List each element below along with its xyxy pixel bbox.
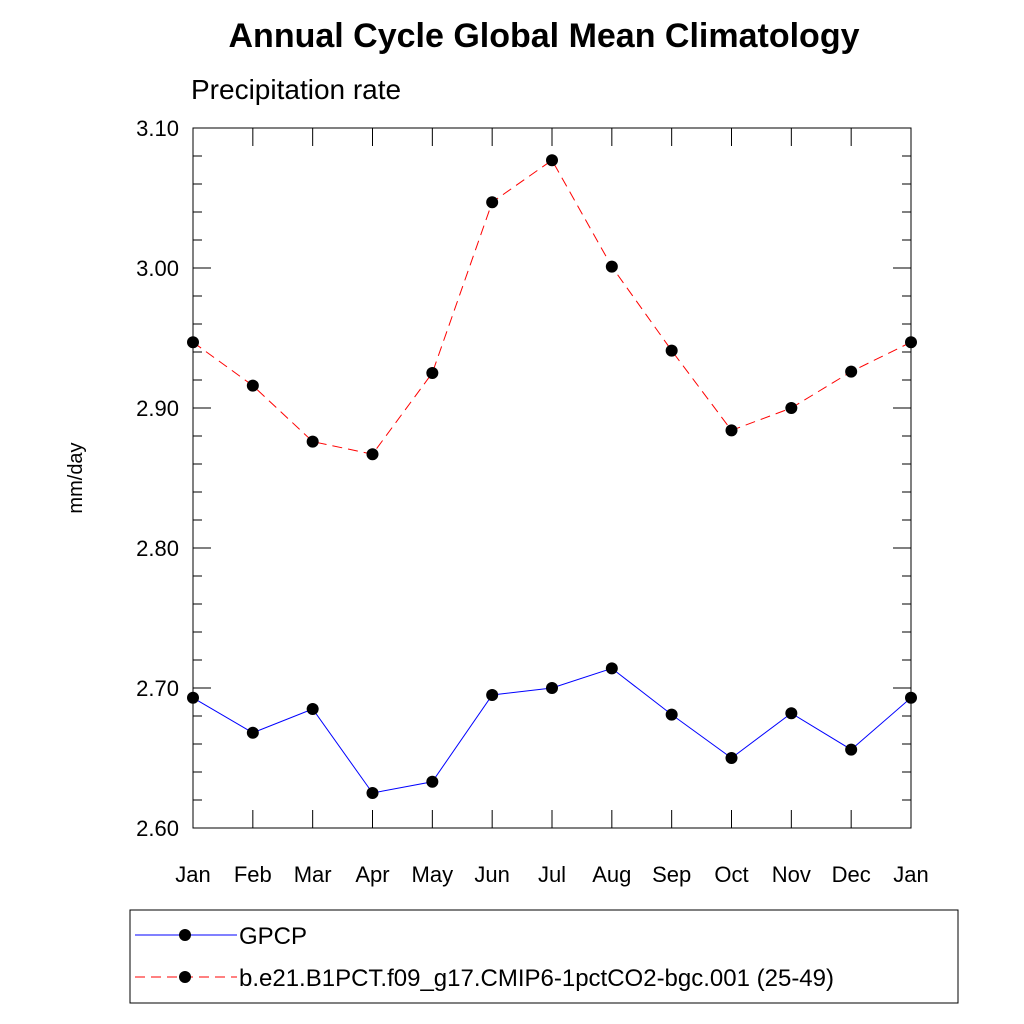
y-tick-label: 3.00 [136, 256, 179, 281]
data-point [665, 708, 678, 721]
plot-frame [192, 127, 912, 829]
data-point [546, 154, 558, 167]
data-point [605, 662, 618, 675]
x-tick-label: Feb [234, 862, 272, 887]
x-tick-labels: Jan Feb Mar Apr May Jun Jul Aug Sep Oct Nov Dec Jan [175, 862, 928, 887]
data-point [845, 743, 858, 756]
legend: GPCP b.e21.B1PCT.f09_g17.CMIP6-1pctCO2-b… [129, 909, 959, 1004]
legend-label-gpcp: GPCP [239, 923, 307, 950]
x-tick-label: Jul [538, 862, 566, 887]
data-point [187, 691, 199, 704]
legend-marker-model [179, 971, 191, 983]
series-points [187, 154, 917, 799]
data-point [187, 336, 199, 349]
y-tick-label: 2.90 [136, 396, 179, 421]
y-tick-label: 2.70 [136, 676, 179, 701]
series-lines [192, 159, 912, 794]
data-point [785, 402, 798, 414]
x-tick-label: May [412, 862, 454, 887]
y-tick-labels: 2.60 2.70 2.80 2.90 3.00 3.10 [136, 116, 179, 841]
x-tick-label: Oct [714, 862, 748, 887]
data-point [426, 367, 439, 379]
y-tick-label: 2.80 [136, 536, 179, 561]
data-point [665, 344, 678, 357]
legend-marker-gpcp [179, 929, 191, 941]
axis-ticks [192, 127, 912, 829]
chart-subtitle: Precipitation rate [191, 74, 401, 105]
data-point [605, 260, 618, 273]
data-point [366, 448, 379, 461]
chart-title: Annual Cycle Global Mean Climatology [229, 17, 860, 55]
data-point [785, 707, 798, 720]
x-tick-label: Jan [175, 862, 210, 887]
data-point [306, 435, 319, 448]
y-tick-label: 3.10 [136, 116, 179, 141]
series-line-1 [192, 159, 912, 455]
data-point [845, 365, 858, 378]
data-point [246, 726, 259, 739]
data-point [246, 379, 259, 392]
data-point [306, 703, 319, 715]
x-tick-label: Nov [772, 862, 811, 887]
x-tick-label: Jan [893, 862, 928, 887]
x-tick-label: Mar [294, 862, 332, 887]
data-point [725, 752, 738, 764]
x-tick-label: Jun [474, 862, 509, 887]
y-axis-label: mm/day [65, 442, 87, 513]
data-point [905, 691, 917, 704]
data-point [486, 196, 499, 209]
y-tick-label: 2.60 [136, 816, 179, 841]
legend-box [129, 909, 959, 1004]
x-tick-label: Apr [355, 862, 389, 887]
data-point [366, 787, 379, 799]
data-point [546, 682, 558, 694]
data-point [725, 424, 738, 437]
legend-label-model: b.e21.B1PCT.f09_g17.CMIP6-1pctCO2-bgc.00… [239, 965, 834, 992]
data-point [486, 689, 499, 701]
data-point [426, 775, 439, 788]
data-point [905, 336, 917, 349]
x-tick-label: Sep [652, 862, 691, 887]
x-tick-label: Dec [832, 862, 871, 887]
x-tick-label: Aug [592, 862, 631, 887]
